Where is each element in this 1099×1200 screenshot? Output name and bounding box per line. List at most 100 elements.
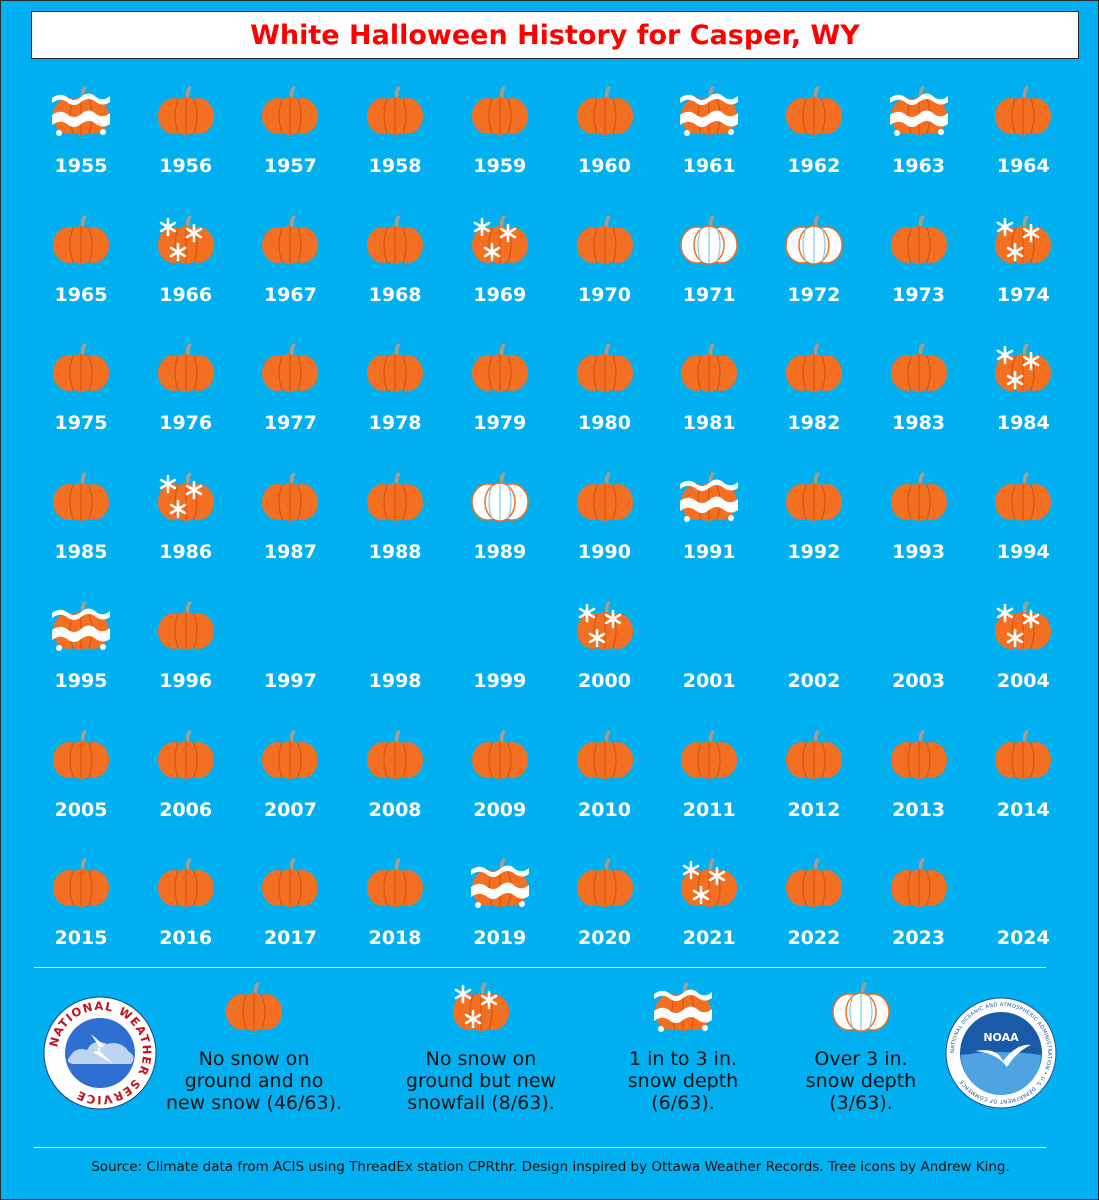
year-label: 1976 [159, 412, 213, 435]
year-cell-1986: 1986 [134, 463, 238, 583]
pumpkin-icon-none [785, 86, 842, 135]
year-cell-1980: 1980 [553, 334, 657, 454]
year-cell-2020: 2020 [553, 849, 657, 969]
year-cell-1956: 1956 [134, 77, 238, 197]
year-cell-1960: 1960 [553, 77, 657, 197]
year-label: 1974 [996, 283, 1050, 306]
year-cell-2024: 2024 [971, 849, 1075, 969]
year-cell-1984: 1984 [971, 334, 1075, 454]
year-label: 1955 [54, 155, 108, 177]
pumpkin-icon-none [262, 86, 319, 135]
year-cell-1992: 1992 [762, 463, 866, 583]
pumpkin-icon-none [576, 472, 633, 522]
year-cell-1988: 1988 [343, 463, 447, 583]
pumpkin-icon-none [262, 343, 319, 393]
pumpkin-icon-none [576, 343, 633, 393]
pumpkin-icon-none [53, 472, 109, 522]
year-cell-1991: 1991 [657, 463, 761, 583]
pumpkin-icon-none [785, 343, 842, 393]
year-cell-1975: 1975 [29, 334, 133, 454]
year-cell-1962: 1962 [762, 77, 866, 197]
year-label: 2006 [159, 798, 213, 821]
year-label: 2019 [473, 927, 527, 950]
year-cell-2007: 2007 [238, 721, 342, 841]
pumpkin-icon-none [262, 858, 319, 908]
year-cell-2010: 2010 [553, 721, 657, 841]
year-cell-1958: 1958 [343, 77, 447, 197]
pumpkin-icon-none [785, 472, 842, 522]
year-label: 1996 [159, 669, 213, 692]
year-label: 1969 [473, 283, 527, 306]
year-label: 1992 [787, 541, 841, 564]
year-label: 2007 [263, 798, 317, 821]
year-label: 2020 [578, 927, 631, 950]
year-cell-2013: 2013 [867, 721, 971, 841]
year-cell-1972: 1972 [762, 206, 866, 326]
legend-pumpkin-icon-none [226, 982, 282, 1031]
year-cell-1963: 1963 [867, 77, 971, 197]
pumpkin-icon-depth-1-3 [680, 86, 739, 136]
year-label: 1980 [578, 412, 631, 435]
year-label: 1981 [682, 412, 736, 435]
year-label: 2002 [787, 669, 841, 692]
year-cell-2000: 2000 [553, 592, 657, 712]
year-label: 2004 [996, 669, 1050, 692]
pumpkin-icon-none [367, 343, 424, 393]
year-grid: 1955 1956 1957 1958 1959 1960 1961 1962 1963 1964… [1, 1, 1099, 961]
pumpkin-icon-none [890, 343, 947, 393]
year-label: 1957 [263, 155, 317, 177]
year-label: 1967 [263, 283, 317, 306]
year-label: 1997 [263, 669, 317, 692]
year-label: 2012 [787, 798, 841, 821]
pumpkin-icon-depth-1-3 [470, 858, 529, 909]
year-cell-2008: 2008 [343, 721, 447, 841]
year-cell-2003: 2003 [867, 592, 971, 712]
year-cell-1993: 1993 [867, 463, 971, 583]
year-label: 1995 [54, 669, 108, 692]
year-label: 2022 [787, 927, 841, 950]
year-label: 1959 [473, 155, 527, 177]
year-cell-1970: 1970 [553, 206, 657, 326]
year-label: 2015 [54, 927, 108, 950]
pumpkin-icon-new-snow [157, 472, 214, 522]
year-label: 1964 [996, 155, 1050, 177]
year-label: 2024 [996, 927, 1050, 950]
pumpkin-icon-new-snow [995, 214, 1052, 264]
year-cell-1964: 1964 [971, 77, 1075, 197]
pumpkin-icon-depth-over-3 [680, 214, 738, 265]
year-cell-2005: 2005 [29, 721, 133, 841]
year-cell-2022: 2022 [762, 849, 866, 969]
legend-pumpkin-icon-depth-1-3 [654, 982, 712, 1032]
year-cell-1994: 1994 [971, 463, 1075, 583]
pumpkin-icon-none [262, 472, 319, 522]
year-cell-1982: 1982 [762, 334, 866, 454]
year-cell-2006: 2006 [134, 721, 238, 841]
pumpkin-icon-depth-1-3 [52, 600, 110, 651]
year-cell-2002: 2002 [762, 592, 866, 712]
year-label: 2017 [263, 927, 317, 950]
year-label: 2011 [682, 798, 736, 821]
year-cell-1968: 1968 [343, 206, 447, 326]
pumpkin-icon-depth-over-3 [471, 472, 529, 522]
year-label: 2008 [368, 798, 422, 821]
year-label: 1978 [368, 412, 422, 435]
year-label: 1962 [787, 155, 841, 177]
year-label: 1991 [682, 541, 736, 564]
year-label: 1975 [54, 412, 108, 435]
year-cell-2011: 2011 [657, 721, 761, 841]
year-label: 1956 [159, 155, 213, 177]
year-label: 2005 [54, 798, 108, 821]
year-label: 1985 [54, 541, 108, 564]
pumpkin-icon-none [367, 729, 424, 779]
pumpkin-icon-none [367, 214, 424, 264]
year-label: 1983 [892, 412, 946, 435]
pumpkin-icon-none [576, 729, 633, 779]
legend-text-depth-1-3: 1 in to 3 in. snow depth (6/63). [627, 1048, 739, 1114]
year-cell-2016: 2016 [134, 849, 238, 969]
year-label: 1970 [578, 283, 631, 306]
pumpkin-icon-none [576, 86, 633, 135]
pumpkin-icon-none [471, 729, 528, 779]
year-cell-2018: 2018 [343, 849, 447, 969]
year-cell-1981: 1981 [657, 334, 761, 454]
